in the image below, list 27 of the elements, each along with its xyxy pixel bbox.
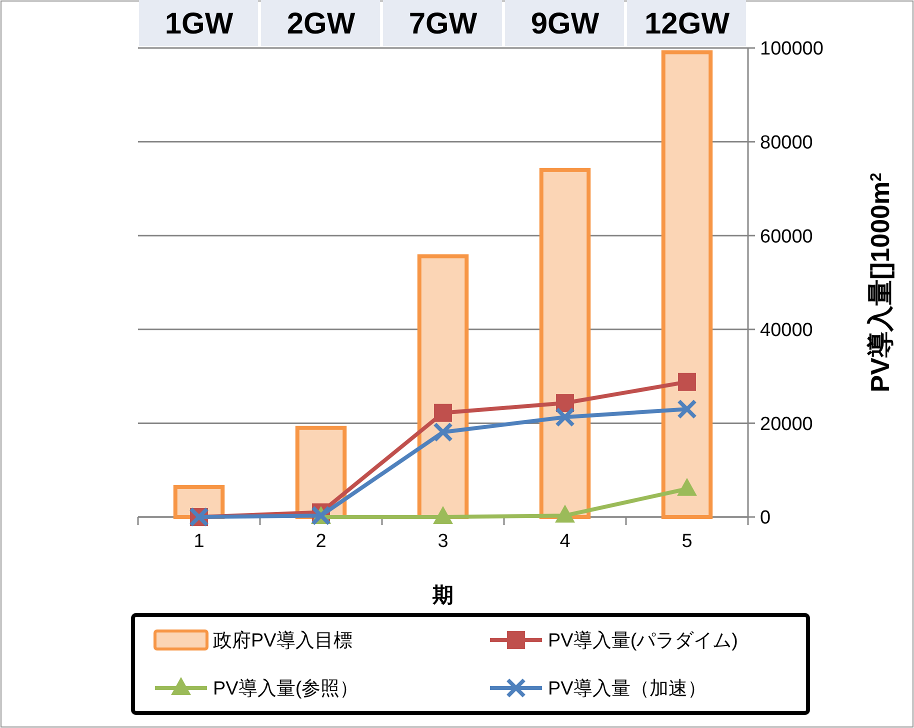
legend-label: PV導入量（加速） [548,678,706,700]
y-tick-label: 20000 [760,414,813,435]
text: 2GW [286,8,356,40]
y-tick-label: 100000 [760,38,824,60]
point [556,394,574,412]
point [678,372,696,391]
y-tick-label: 40000 [760,320,813,342]
y-tick-label: 60000 [760,226,813,248]
y-tick-label: 0 [760,508,771,529]
legend-label: 政府PV導入目標 [213,630,352,652]
text: 9GW [530,8,600,40]
x-tick-label: 4 [560,531,571,552]
x-tick-label: 3 [438,531,448,552]
x-axis-title: 期 [432,584,454,607]
x-tick-label: 5 [682,531,692,552]
text: 12GW [644,8,730,40]
y-tick-label: 80000 [760,132,813,154]
point [677,399,697,420]
legend-label: PV導入量(参照） [213,678,359,700]
legend-label: PV導入量(パラダイム) [548,630,738,652]
point [434,404,452,422]
x-tick-label: 2 [316,531,326,552]
text: 7GW [408,8,478,40]
text: 1GW [164,8,234,40]
point [433,422,453,442]
point [555,407,575,428]
x-tick-label: 1 [194,531,204,552]
